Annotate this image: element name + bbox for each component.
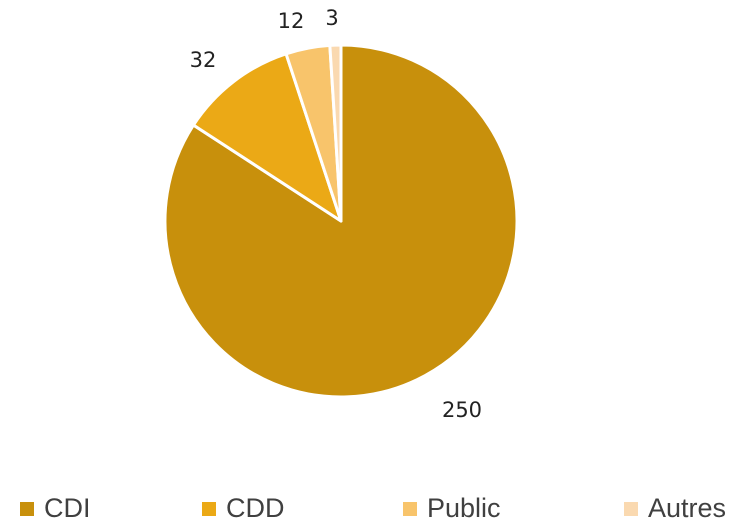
legend-label-public: Public (427, 493, 501, 523)
pie-slice-cdd (191, 52, 343, 223)
pie-slice-autres (328, 43, 343, 223)
data-label-cdi: 250 (442, 398, 482, 422)
legend-swatch-cdi (20, 501, 34, 516)
legend-label-cdd: CDD (226, 493, 285, 523)
legend-item-public: Public (403, 490, 501, 527)
legend-label-cdi: CDI (44, 493, 91, 523)
data-label-cdd: 32 (190, 48, 217, 72)
legend-swatch-autres (624, 501, 638, 516)
legend-item-cdd: CDD (202, 490, 285, 527)
data-label-autres: 3 (325, 6, 338, 30)
legend-swatch-public (403, 501, 417, 516)
pie-chart: 250 32 12 3 (163, 6, 519, 422)
legend-swatch-cdd (202, 501, 216, 516)
legend-label-autres: Autres (648, 493, 727, 523)
pie-slice-cdi (163, 43, 519, 399)
legend: CDI CDD Public Autres (0, 490, 739, 527)
data-label-public: 12 (278, 9, 305, 33)
legend-item-autres: Autres (624, 490, 726, 527)
legend-item-cdi: CDI (20, 490, 91, 527)
